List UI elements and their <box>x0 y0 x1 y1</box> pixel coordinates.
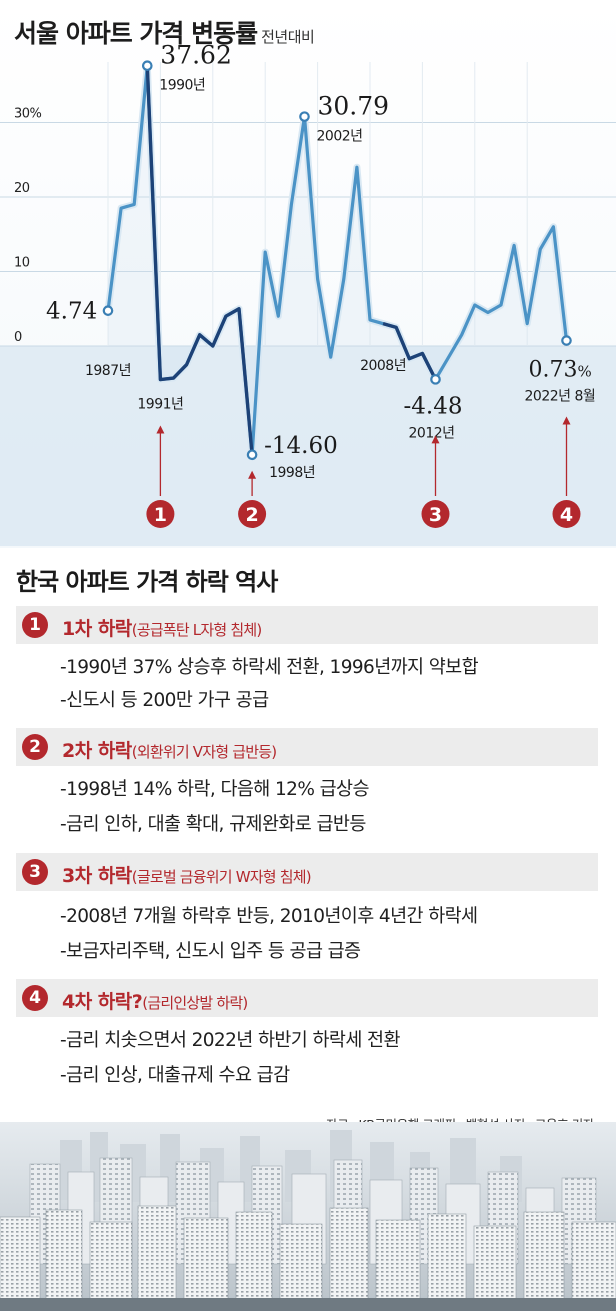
data-point-marker <box>102 305 114 316</box>
negative-zone-band <box>0 346 616 546</box>
period-2-heading: 2차 하락(외환위기 V자형 급반등) <box>62 736 277 763</box>
period-number: 1 <box>154 504 167 526</box>
period-number-badge <box>552 500 581 528</box>
period-3-title: 3차 하락 <box>62 865 132 887</box>
data-point-marker <box>430 374 441 385</box>
data-point-marker <box>142 60 153 72</box>
y-tick-label: 30% <box>14 107 42 122</box>
y-tick-label: 20 <box>14 181 30 196</box>
value-label: 0.73% <box>529 358 592 383</box>
unit-label: % <box>577 363 591 381</box>
period-1-title: 1차 하락 <box>62 618 132 640</box>
decline-history-section: 한국 아파트 가격 하락 역사 1 1차 하락(공급폭탄 L자형 침체) -19… <box>0 548 616 1138</box>
period-4-title: 4차 하락? <box>62 991 143 1013</box>
pointer-arrowhead <box>248 470 257 479</box>
period-2-bullet: -1998년 14% 하락, 다음해 12% 급상승 <box>60 779 369 800</box>
period-2-badge: 2 <box>22 734 48 760</box>
line-chart: 30%201004.7437.621990년-14.601998년30.7920… <box>0 41 616 546</box>
period-2-bullet: -금리 인하, 대출 확대, 규제완화로 급반등 <box>60 814 366 835</box>
value-label: -4.48 <box>404 393 463 419</box>
pointer-arrowhead <box>156 425 165 434</box>
period-4-header: 4 4차 하락?(금리인상발 하락) <box>16 979 598 1017</box>
year-label: 2008년 <box>360 358 406 374</box>
pointer-arrowhead <box>431 435 440 444</box>
apartment-skyline-photo <box>0 1122 616 1311</box>
period-number: 2 <box>245 504 258 526</box>
year-label: 1987년 <box>85 363 131 379</box>
apartment-skyline-image <box>0 1122 616 1311</box>
period-2-header: 2 2차 하락(외환위기 V자형 급반등) <box>16 728 598 766</box>
period-3-header: 3 3차 하락(글로벌 금융위기 W자형 침체) <box>16 853 598 891</box>
period-1-header: 1 1차 하락(공급폭탄 L자형 침체) <box>16 606 598 644</box>
chart-title-text: 서울 아파트 가격 변동률 <box>14 19 258 48</box>
period-3-bullet: -보금자리주택, 신도시 입주 등 공급 급증 <box>60 941 361 962</box>
period-4-bullet: -금리 인상, 대출규제 수요 급감 <box>60 1065 290 1086</box>
period-number-badge <box>421 500 450 528</box>
period-number-badge <box>146 500 175 528</box>
decline-segment <box>382 322 438 381</box>
period-1-heading: 1차 하락(공급폭탄 L자형 침체) <box>62 614 262 641</box>
value-label: 30.79 <box>318 92 390 121</box>
y-tick-label: 10 <box>14 256 30 271</box>
year-label: 2002년 <box>317 129 363 145</box>
year-label: 1990년 <box>159 78 205 94</box>
period-4-badge: 4 <box>22 985 48 1011</box>
period-1-bullet: -신도시 등 200만 가구 공급 <box>60 690 269 711</box>
period-4-bullet: -금리 치솟으면서 2022년 하반기 하락세 전환 <box>60 1030 400 1051</box>
chart-subtitle: 전년대비 <box>261 28 315 46</box>
value-label: 4.74 <box>46 299 97 325</box>
period-4-subtitle: (금리인상발 하락) <box>142 994 248 1012</box>
chart-section: 30% 20 10 0 4.74 37.62 1990년 -14.60 1998년 30.79 20… <box>0 0 616 548</box>
period-1-subtitle: (공급폭탄 L자형 침체) <box>131 621 262 639</box>
pointer-arrowhead <box>562 416 571 425</box>
year-label: 1991년 <box>137 397 183 413</box>
period-3-badge: 3 <box>22 859 48 885</box>
decline-segment <box>145 65 254 455</box>
value-label: -14.60 <box>264 433 338 459</box>
history-title: 한국 아파트 가격 하락 역사 <box>16 568 278 596</box>
period-3-bullet: -2008년 7개월 하락후 반등, 2010년이후 4년간 하락세 <box>60 906 478 927</box>
y-tick-label: 0 <box>14 330 22 345</box>
data-point-marker <box>299 111 310 122</box>
chart-title: 서울 아파트 가격 변동률 전년대비 <box>14 14 315 50</box>
period-number: 3 <box>429 504 442 526</box>
period-3-subtitle: (글로벌 금융위기 W자형 침체) <box>131 868 312 886</box>
period-2-subtitle: (외환위기 V자형 급반등) <box>131 743 277 761</box>
period-1-badge: 1 <box>22 612 48 638</box>
period-number: 4 <box>560 504 573 526</box>
data-point-marker <box>561 335 572 346</box>
year-label: 1998년 <box>269 465 315 481</box>
data-point-marker <box>246 449 258 461</box>
year-label: 2022년 8월 <box>525 389 596 405</box>
period-3-heading: 3차 하락(글로벌 금융위기 W자형 침체) <box>62 861 312 888</box>
year-label: 2012년 <box>409 425 455 441</box>
period-2-title: 2차 하락 <box>62 740 132 762</box>
period-number-badge <box>238 500 267 528</box>
period-4-heading: 4차 하락?(금리인상발 하락) <box>62 987 248 1014</box>
period-1-bullet: -1990년 37% 상승후 하락세 전환, 1996년까지 약보합 <box>60 657 479 678</box>
value-label: 37.62 <box>160 41 232 70</box>
